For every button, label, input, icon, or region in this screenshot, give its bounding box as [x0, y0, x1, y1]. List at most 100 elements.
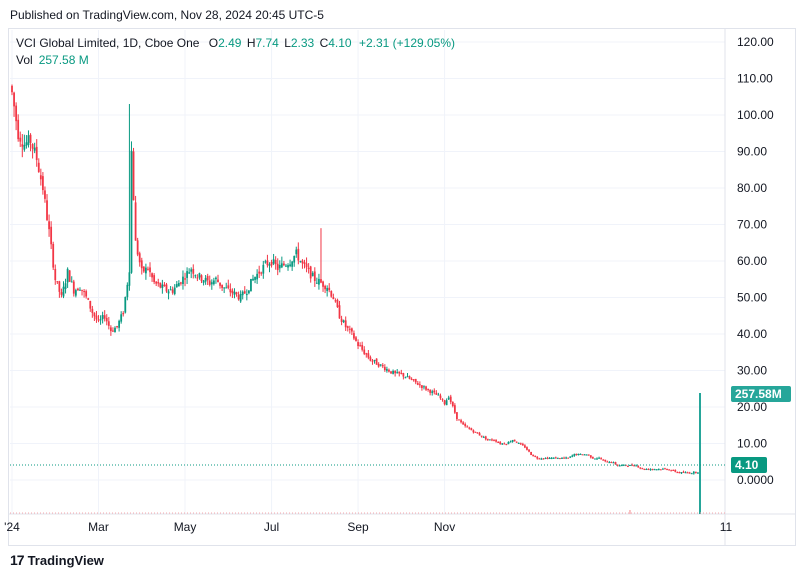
candle-body: [309, 266, 312, 279]
candle-body: [159, 282, 162, 288]
candle-body: [227, 285, 230, 288]
candle-body: [97, 319, 100, 321]
candle-body: [233, 291, 236, 295]
low-value: 2.33: [290, 36, 315, 50]
candle-body: [72, 281, 75, 294]
candle-body: [307, 267, 310, 269]
candle-body: [451, 401, 454, 406]
candle-body: [373, 359, 376, 361]
candle-body: [458, 419, 460, 421]
grid-lines: [10, 30, 725, 514]
candle-body: [346, 326, 349, 328]
tradingview-brand[interactable]: 17 TradingView: [10, 552, 104, 568]
y-tick-label: 30.00: [737, 364, 767, 378]
candle-body: [538, 458, 541, 460]
candle-body: [394, 371, 397, 374]
candle-body: [456, 412, 458, 420]
candle-body: [204, 277, 207, 282]
candle-body: [410, 378, 413, 380]
candle-body: [180, 282, 182, 284]
candle-body: [208, 280, 211, 285]
candle-body: [627, 466, 629, 468]
candle-body: [77, 288, 79, 291]
y-tick-label: 110.00: [737, 72, 773, 86]
candle-body: [540, 458, 543, 460]
candle-body: [388, 369, 390, 372]
candle-body: [369, 357, 372, 361]
candle-body: [112, 330, 114, 332]
candle-body: [447, 397, 450, 400]
candle-body: [573, 453, 576, 456]
candle-body: [21, 144, 24, 147]
candle-body: [62, 286, 65, 297]
candle-body: [583, 454, 586, 456]
candle-body: [443, 400, 446, 405]
candle-body: [460, 420, 462, 423]
candle-body: [206, 276, 209, 281]
candle-body: [664, 468, 666, 470]
candle-body: [171, 289, 174, 293]
candle-body: [41, 176, 44, 191]
candle-body: [128, 272, 131, 286]
candle-body: [87, 298, 90, 300]
candle-body: [692, 471, 695, 474]
candle-body: [486, 438, 489, 440]
candle-body: [464, 424, 467, 426]
candle-body: [44, 190, 46, 199]
candle-body: [641, 468, 644, 470]
candle-body: [283, 263, 285, 266]
candle-body: [122, 312, 125, 315]
candle-body: [530, 452, 532, 456]
y-tick-label: 40.00: [737, 327, 767, 341]
candle-body: [678, 472, 681, 474]
candle-body: [468, 427, 471, 429]
candle-body: [637, 465, 640, 468]
candle-body: [93, 312, 96, 317]
candle-body: [254, 277, 256, 280]
candle-body: [243, 291, 246, 294]
candle-body: [416, 383, 419, 385]
candle-body: [484, 436, 487, 440]
candle-body: [35, 146, 38, 161]
candle-body: [177, 283, 180, 287]
candle-body: [276, 263, 279, 271]
candle-body: [305, 263, 308, 268]
open-label: O: [208, 36, 219, 50]
candle-body: [400, 372, 403, 374]
volume-tag-label: 257.58M: [735, 387, 782, 401]
candle-body: [103, 315, 106, 319]
candle-body: [186, 271, 188, 278]
candle-body: [499, 442, 502, 444]
y-tick-label: 0.0000: [737, 473, 774, 487]
open-value: 2.49: [218, 36, 242, 50]
candle-body: [445, 400, 448, 406]
x-tick-label: Mar: [88, 520, 109, 534]
candle-body: [480, 435, 483, 437]
candle-body: [198, 273, 201, 278]
candle-body: [418, 384, 421, 386]
candle-body: [526, 447, 528, 450]
candle-body: [25, 142, 28, 146]
candle-body: [320, 279, 322, 283]
candle-body: [58, 281, 61, 292]
candle-body: [482, 436, 485, 438]
candle-body: [697, 472, 699, 474]
candle-body: [542, 458, 545, 460]
y-tick-label: 90.00: [737, 145, 767, 159]
y-tick-label: 70.00: [737, 218, 767, 232]
x-tick-label: '24: [4, 520, 20, 534]
candle-body: [639, 467, 642, 469]
candle-body: [231, 290, 234, 294]
candle-body: [548, 458, 551, 460]
candle-body: [194, 275, 197, 277]
candle-body: [161, 284, 164, 289]
candle-body: [151, 273, 153, 278]
candle-body: [250, 278, 252, 292]
candle-body: [315, 282, 318, 284]
candle-body: [466, 426, 469, 428]
y-tick-label: 60.00: [737, 254, 767, 268]
candle-body: [439, 395, 442, 399]
candle-body: [79, 289, 81, 291]
candle-body: [631, 464, 633, 466]
